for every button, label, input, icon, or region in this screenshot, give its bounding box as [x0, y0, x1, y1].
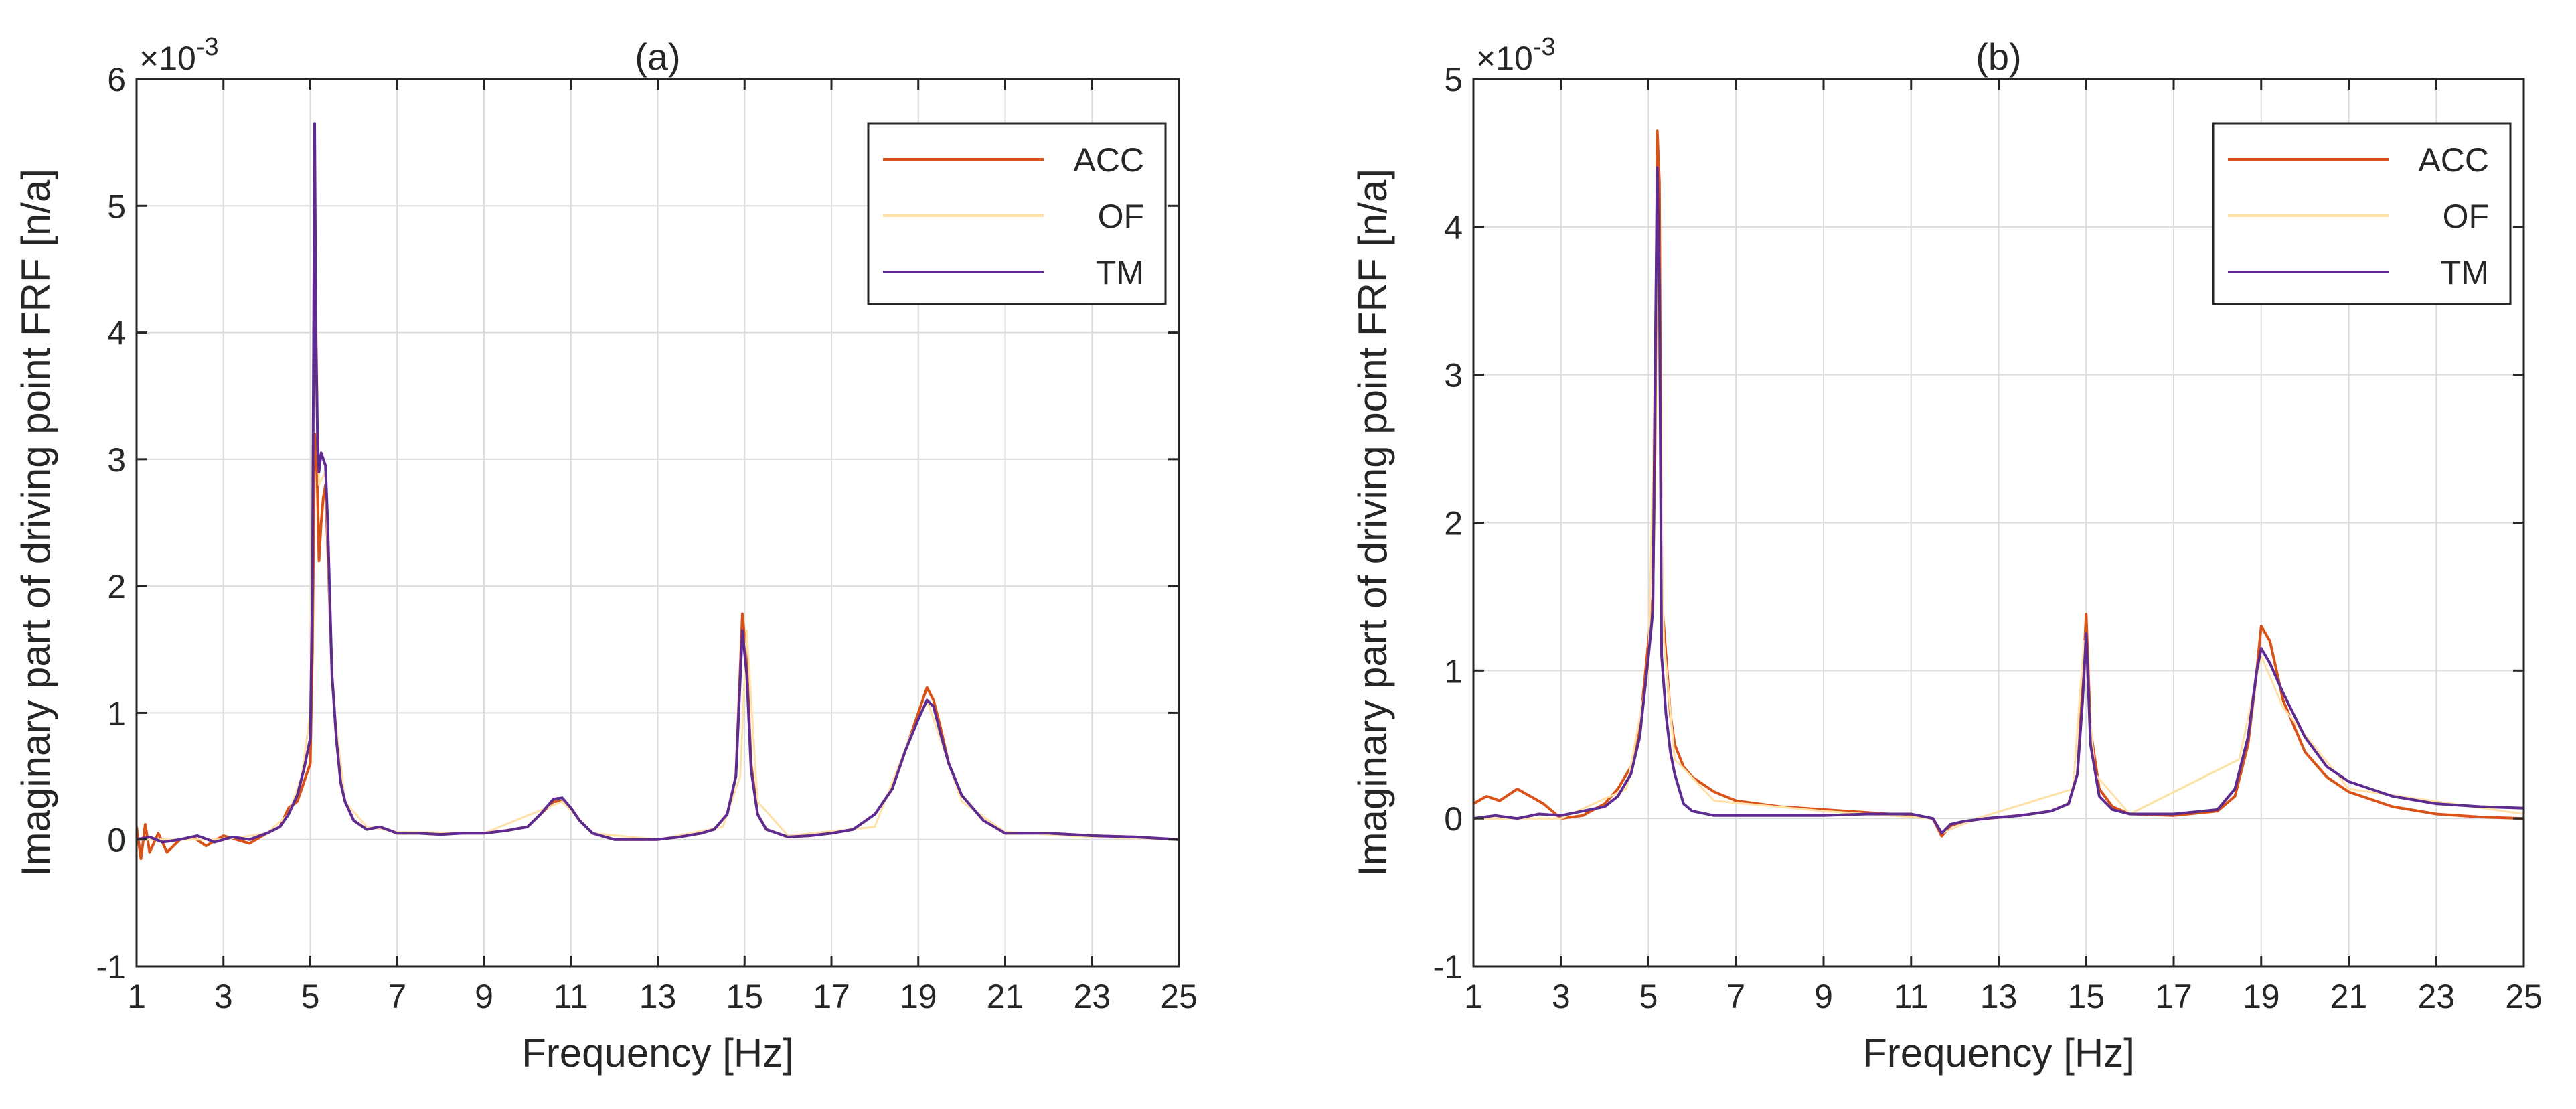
y-tick-label: 2 — [107, 568, 126, 605]
x-tick-label: 25 — [1160, 978, 1198, 1015]
x-tick-label: 5 — [301, 978, 320, 1015]
x-tick-label: 19 — [900, 978, 937, 1015]
x-tick-label: 3 — [214, 978, 233, 1015]
x-tick-label: 11 — [554, 978, 588, 1015]
chart-title: (a) — [635, 35, 680, 78]
y-tick-label: 1 — [107, 694, 126, 732]
x-tick-label: 9 — [475, 978, 493, 1015]
y-exponent-label: ×10-3 — [1476, 33, 1556, 77]
x-tick-label: 21 — [2330, 978, 2368, 1015]
x-tick-label: 7 — [388, 978, 406, 1015]
x-tick-label: 5 — [1639, 978, 1658, 1015]
legend-label-of: OF — [1098, 198, 1144, 235]
y-tick-label: 0 — [107, 822, 126, 859]
x-tick-label: 1 — [127, 978, 146, 1015]
x-tick-label: 11 — [1894, 978, 1929, 1015]
legend-label-tm: TM — [1096, 254, 1144, 291]
y-tick-label: 1 — [1444, 652, 1463, 690]
x-tick-label: 23 — [1073, 978, 1111, 1015]
y-tick-label: 0 — [1444, 800, 1463, 838]
legend-box — [2212, 122, 2512, 305]
legend: ACC OF TM — [2212, 122, 2512, 305]
x-tick-label: 23 — [2417, 978, 2455, 1015]
legend-label-acc: ACC — [2418, 141, 2489, 179]
y-axis-label: Imaginary part of driving point FRF [n/a… — [1350, 169, 1395, 877]
legend-label-of: OF — [2443, 198, 2489, 235]
y-exponent-base: ×10 — [1476, 40, 1533, 77]
y-exponent-power: -3 — [196, 33, 219, 61]
legend-box — [867, 122, 1167, 305]
x-tick-label: 7 — [1726, 978, 1745, 1015]
x-tick-label: 13 — [639, 978, 677, 1015]
x-tick-label: 21 — [987, 978, 1024, 1015]
legend: ACC OF TM — [867, 122, 1167, 305]
x-tick-label: 17 — [813, 978, 850, 1015]
x-axis-label: Frequency [Hz] — [1862, 1031, 2135, 1076]
x-tick-label: 1 — [1464, 978, 1483, 1015]
series-group — [137, 122, 1179, 861]
y-tick-label: -1 — [1433, 948, 1463, 986]
x-tick-label: 25 — [2505, 978, 2543, 1015]
y-tick-label: 3 — [107, 441, 126, 479]
y-exponent-power: -3 — [1533, 33, 1556, 61]
x-tick-label: 15 — [726, 978, 763, 1015]
series-line-tm — [1473, 166, 2524, 835]
x-tick-label: 19 — [2243, 978, 2280, 1015]
y-tick-label: 5 — [107, 188, 126, 225]
x-tick-label: 15 — [2067, 978, 2105, 1015]
legend-label-acc: ACC — [1073, 141, 1144, 179]
x-tick-label: 3 — [1552, 978, 1571, 1015]
chart-title: (b) — [1976, 35, 2021, 78]
y-tick-label: 4 — [1444, 209, 1463, 246]
y-tick-label: 4 — [107, 315, 126, 352]
series-group — [1473, 129, 2524, 838]
series-line-tm — [137, 122, 1179, 844]
x-axis-label: Frequency [Hz] — [521, 1031, 794, 1076]
y-tick-label: 5 — [1444, 61, 1463, 98]
y-exponent-label: ×10-3 — [139, 33, 219, 77]
x-tick-label: 9 — [1814, 978, 1833, 1015]
legend-label-tm: TM — [2441, 254, 2489, 291]
x-tick-label: 13 — [1980, 978, 2018, 1015]
y-tick-label: -1 — [96, 948, 126, 986]
y-tick-label: 2 — [1444, 505, 1463, 542]
y-axis-label: Imaginary part of driving point FRF [n/a… — [13, 169, 58, 877]
y-exponent-base: ×10 — [139, 40, 196, 77]
y-tick-label: 6 — [107, 61, 126, 98]
x-tick-label: 17 — [2155, 978, 2192, 1015]
y-tick-label: 3 — [1444, 357, 1463, 394]
